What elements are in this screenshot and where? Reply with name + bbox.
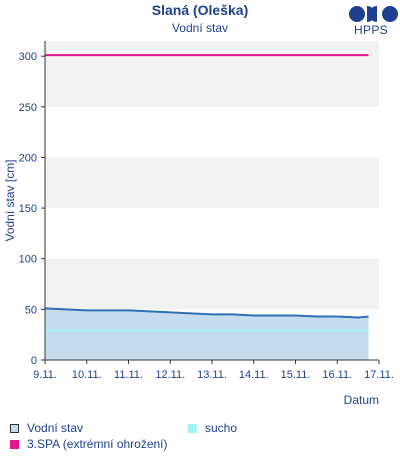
grid-band bbox=[45, 106, 379, 158]
y-tick-label: 100 bbox=[19, 254, 37, 266]
x-tick-label: 10.11. bbox=[72, 369, 102, 381]
chart-labels: 0 50 100 150 200 250 300 9.11. 10.11. 11.11. 12.11… bbox=[3, 51, 394, 407]
legend-swatch-sucho bbox=[188, 424, 197, 433]
y-tick-label: 300 bbox=[19, 51, 37, 63]
y-tick-label: 200 bbox=[19, 152, 37, 164]
grid-band bbox=[45, 56, 379, 107]
x-tick-label: 12.11. bbox=[155, 369, 185, 381]
x-tick-label: 17.11. bbox=[364, 369, 394, 381]
grid-band bbox=[45, 208, 379, 259]
water-level-area bbox=[45, 308, 369, 360]
x-tick-label: 11.11. bbox=[114, 369, 143, 381]
y-tick-label: 50 bbox=[25, 304, 37, 316]
legend-item-sucho: sucho bbox=[188, 421, 237, 435]
legend-swatch-3spa bbox=[10, 440, 19, 449]
y-tick-label: 150 bbox=[19, 203, 37, 215]
y-tick-label: 0 bbox=[31, 355, 37, 367]
grid-band bbox=[45, 258, 379, 310]
legend-item-vodni-stav: Vodní stav bbox=[10, 421, 83, 435]
x-tick-label: 14.11. bbox=[239, 369, 269, 381]
x-tick-label: 13.11. bbox=[197, 369, 227, 381]
legend-item-3spa: 3.SPA (extrémní ohrožení) bbox=[10, 437, 168, 451]
x-tick-label: 9.11. bbox=[33, 369, 57, 381]
grid-band bbox=[45, 157, 379, 209]
y-axis-title: Vodní stav [cm] bbox=[3, 159, 17, 241]
hpps-logo: HPPS bbox=[346, 4, 400, 40]
chart-axes bbox=[41, 41, 380, 364]
legend-swatch-vodni-stav bbox=[10, 424, 19, 433]
chart-title: Slaná (Oleška) bbox=[151, 2, 249, 18]
chart-marks bbox=[44, 54, 369, 360]
water-level-line bbox=[44, 307, 369, 319]
x-tick-label: 16.11. bbox=[322, 369, 352, 381]
legend-label-sucho: sucho bbox=[205, 421, 238, 435]
hpps-logo-icon bbox=[349, 6, 398, 22]
legend-label-3spa: 3.SPA (extrémní ohrožení) bbox=[27, 437, 168, 451]
chart-subtitle: Vodní stav bbox=[171, 21, 229, 35]
y-tick-label: 250 bbox=[19, 102, 37, 114]
x-tick-label: 15.11. bbox=[281, 369, 311, 381]
grid-band bbox=[45, 41, 379, 57]
legend-label-vodni-stav: Vodní stav bbox=[27, 421, 84, 435]
logo-text: HPPS bbox=[354, 23, 388, 37]
x-axis-title: Datum bbox=[344, 393, 379, 407]
